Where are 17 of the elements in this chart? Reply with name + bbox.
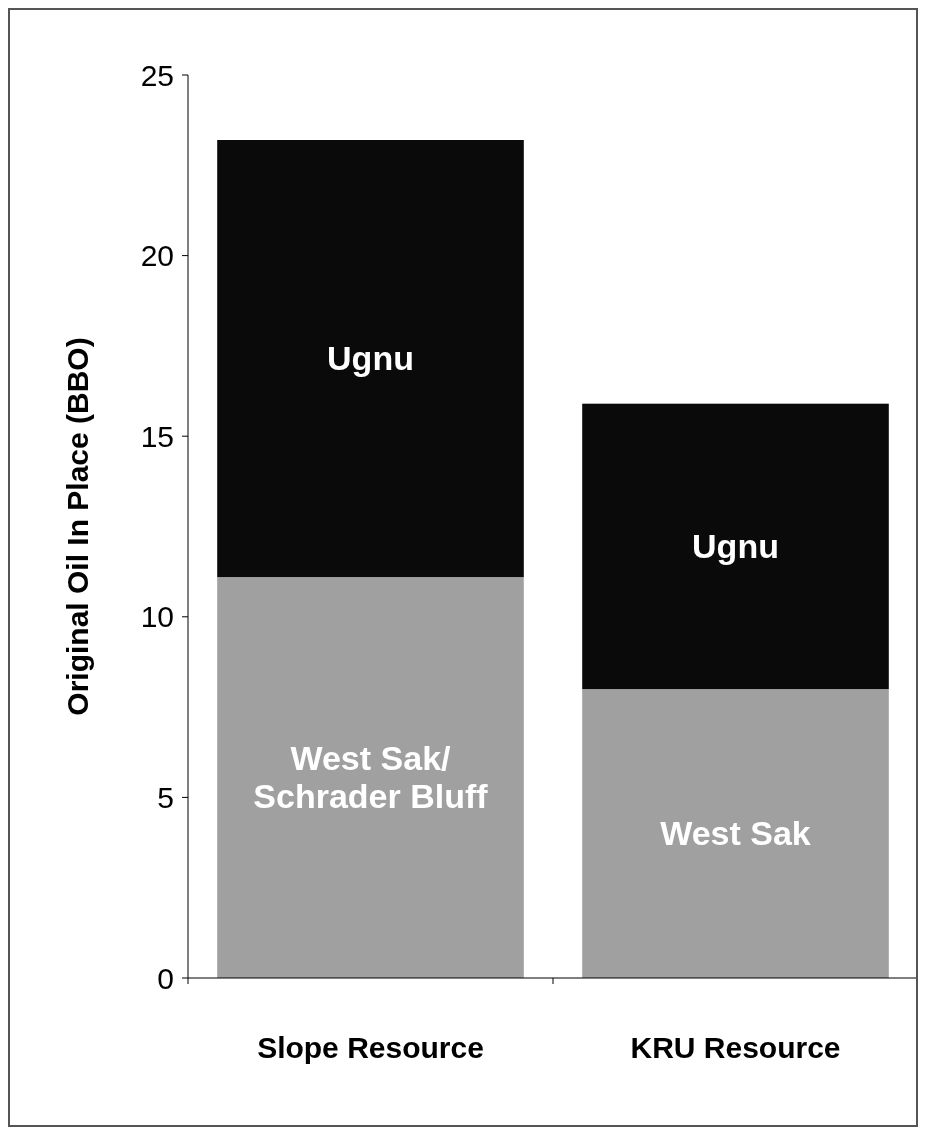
- data-label: West Sak/ Schrader Bluff: [253, 739, 489, 816]
- data-label: Ugnu: [327, 339, 414, 378]
- x-tick-label: KRU Resource: [630, 1031, 841, 1064]
- bar: [217, 140, 524, 578]
- y-tick-label: 20: [140, 239, 174, 273]
- data-label: West Sak: [660, 814, 811, 853]
- bar: [582, 403, 889, 690]
- y-tick-label: 15: [140, 419, 174, 453]
- y-tick-label: 0: [157, 961, 174, 995]
- y-tick-label: 25: [140, 58, 174, 92]
- bar: [217, 577, 524, 978]
- y-axis-title: Original Oil In Place (BBO): [61, 337, 94, 716]
- x-tick-label: Slope Resource: [257, 1031, 484, 1064]
- y-tick-label: 10: [140, 600, 174, 634]
- data-label: Ugnu: [692, 527, 779, 566]
- bar: [582, 689, 889, 978]
- y-tick-label: 5: [157, 780, 174, 814]
